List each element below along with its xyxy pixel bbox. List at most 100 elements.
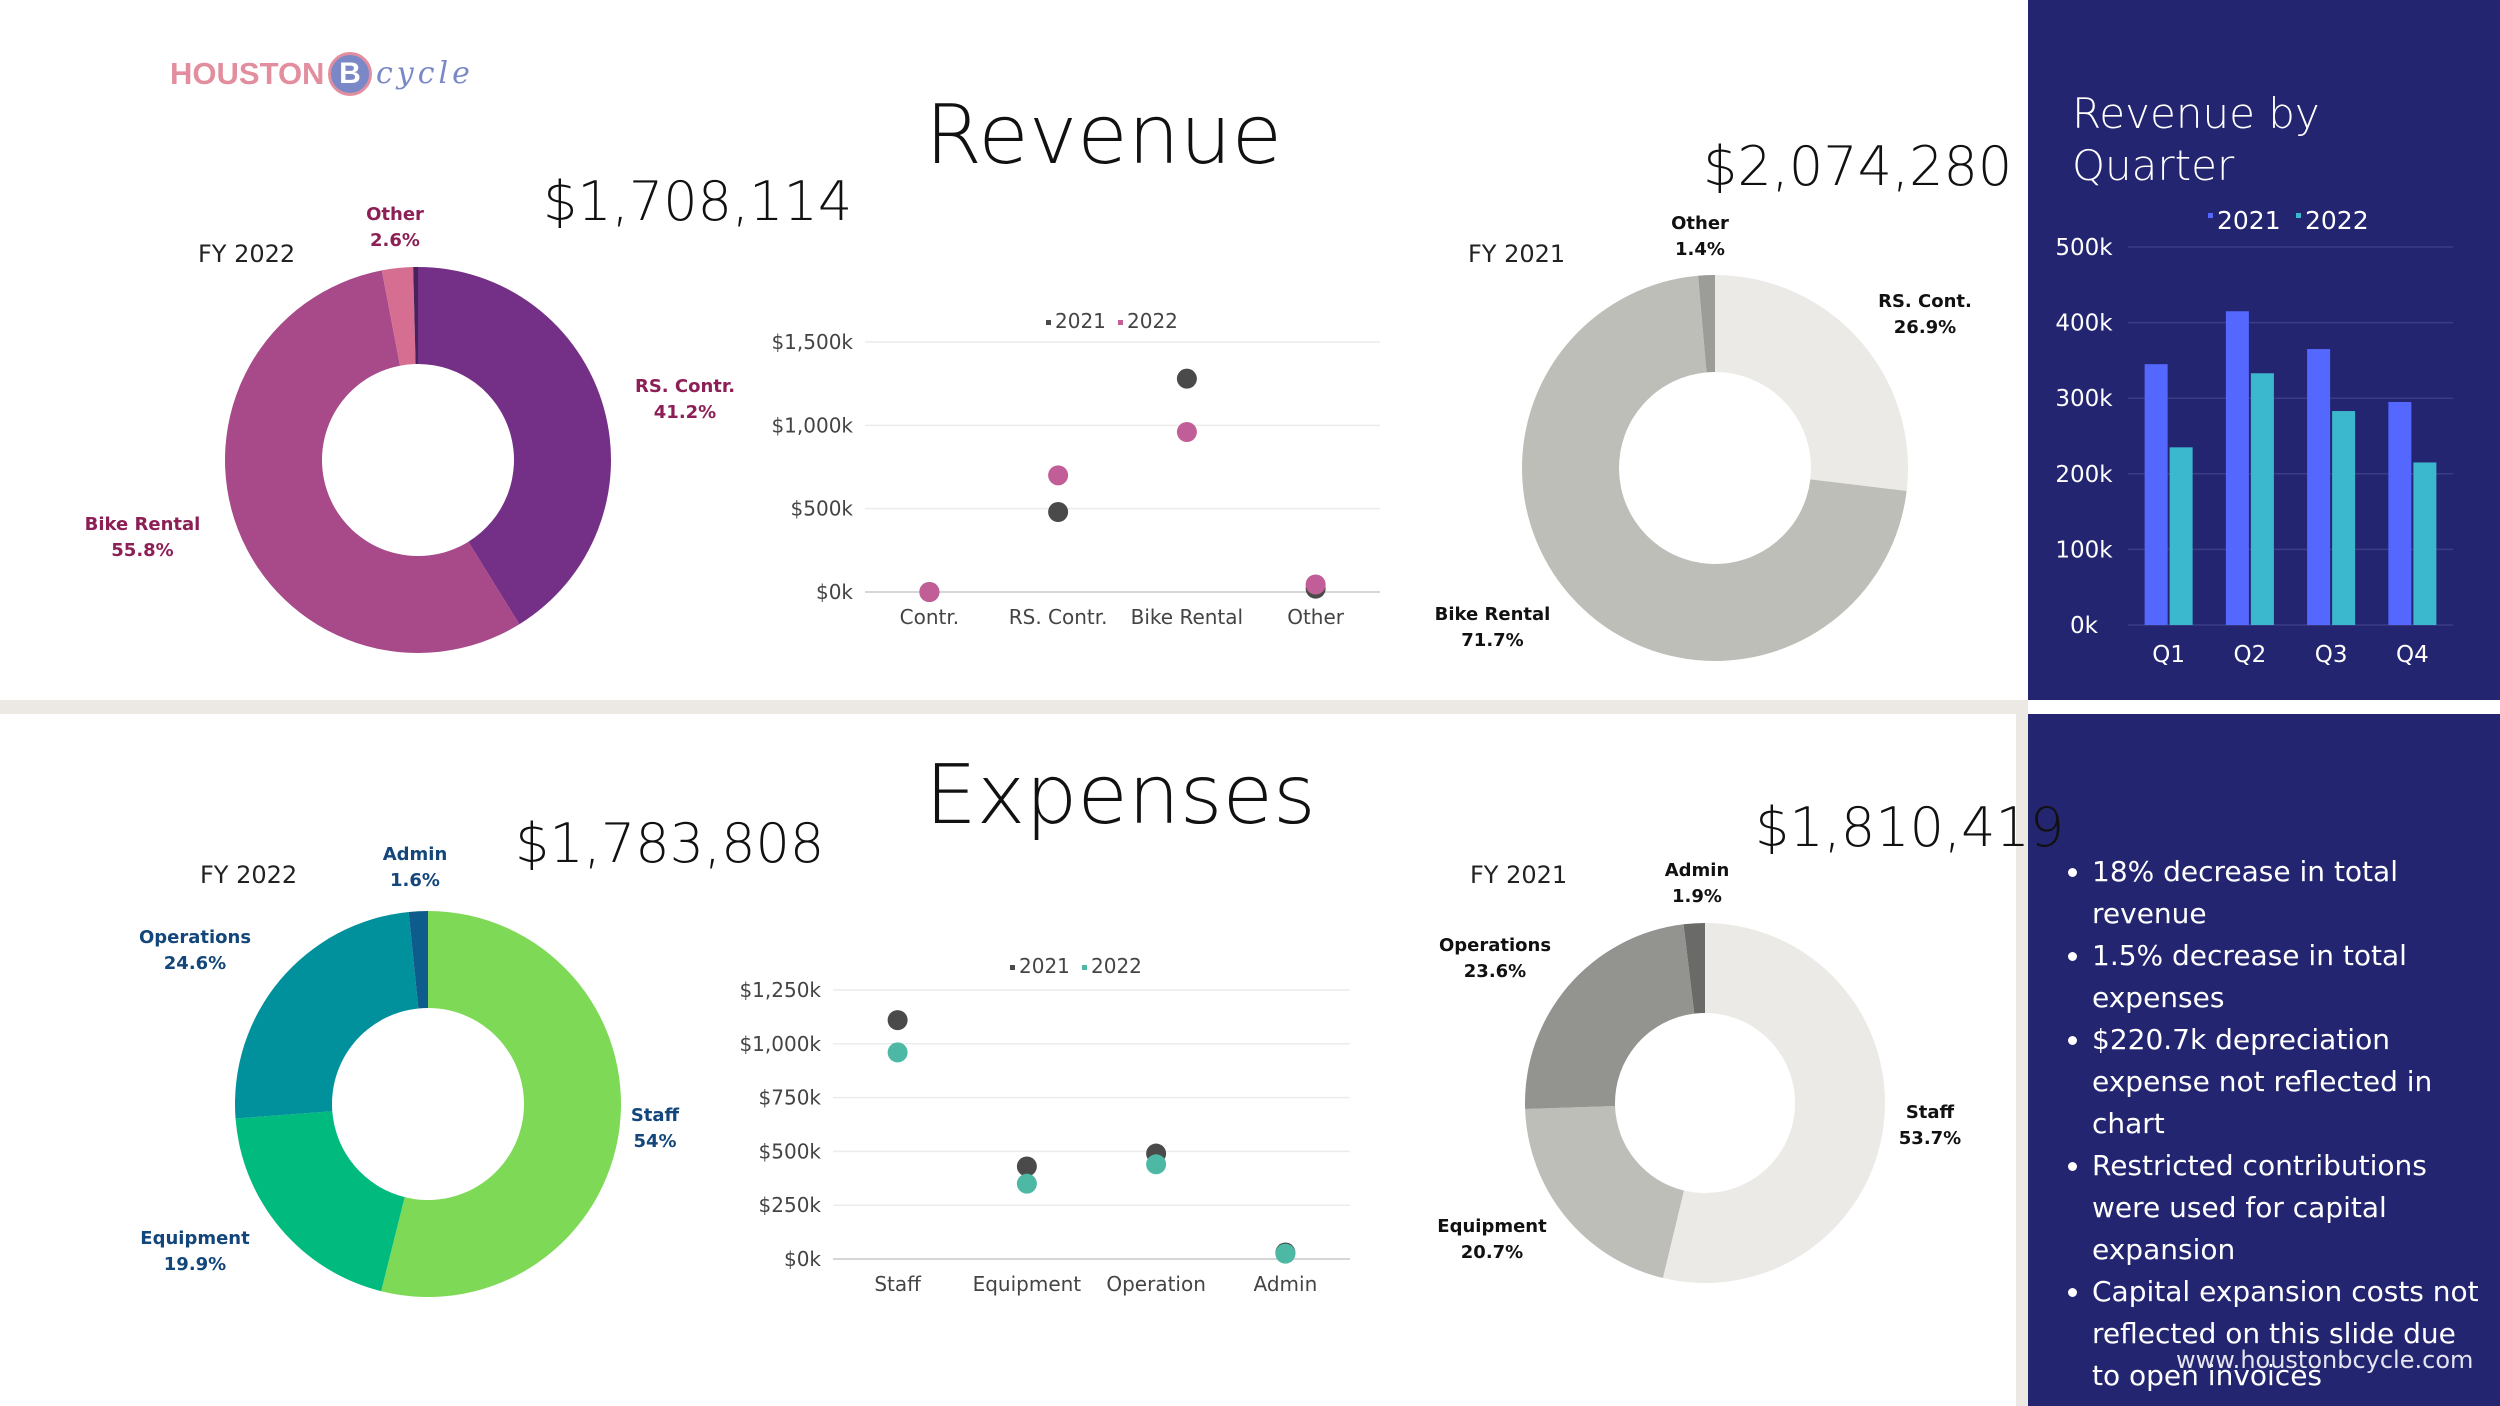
exp22-equipment-pct: 19.9% — [163, 1254, 227, 1275]
rev22-slice-0 — [418, 267, 611, 625]
rev-compare-xtick: RS. Contr. — [1009, 605, 1108, 629]
exp22-admin-name: Admin — [382, 844, 448, 865]
logo: HOUSTON B cycle — [170, 52, 530, 102]
rev22-slice-2 — [381, 267, 416, 366]
exp-compare-point-2022 — [1275, 1243, 1296, 1264]
rev-compare-point-2022 — [1048, 465, 1069, 486]
exp-compare-ytick: $750k — [759, 1086, 822, 1110]
notes-list: 18% decrease in total revenue1.5% decrea… — [2058, 851, 2488, 1397]
quarter-title-line1: Revenue by — [2072, 89, 2320, 138]
quarter-bar-2022-Q4 — [2413, 462, 2437, 625]
quarter-bar-2022-Q1 — [2169, 447, 2193, 625]
rev-compare-point-2022 — [919, 582, 940, 602]
exp-compare-point-2021 — [1016, 1156, 1037, 1177]
quarter-ytick: 200k — [2055, 462, 2113, 488]
exp21-equipment-name: Equipment — [1437, 1216, 1547, 1237]
exp22-label-operations: Operations 24.6% — [125, 925, 265, 977]
website-url: www.houstonbcycle.com — [2176, 1346, 2474, 1374]
rev22-other-pct: 2.6% — [370, 230, 420, 251]
expenses-fy2022-label: FY 2022 — [200, 861, 298, 889]
rev21-rs-pct: 26.9% — [1893, 317, 1957, 338]
rev21-slice-1 — [1522, 275, 1907, 661]
expenses-fy2021-label: FY 2021 — [1470, 861, 1568, 889]
exp-compare-point-2022 — [1146, 1154, 1167, 1175]
quarter-legend-swatch — [2208, 213, 2213, 218]
exp21-equipment-pct: 20.7% — [1460, 1242, 1524, 1263]
quarter-ytick: 0k — [2070, 613, 2099, 639]
rev-compare-ytick: $1,500k — [771, 330, 853, 354]
rev22-bike-pct: 55.8% — [111, 540, 174, 561]
note-item: $220.7k depreciation expense not reflect… — [2092, 1019, 2488, 1145]
exp22-slice-0 — [381, 911, 622, 1298]
quarter-xtick: Q3 — [2315, 642, 2348, 668]
rev-compare-xtick: Bike Rental — [1131, 605, 1243, 629]
logo-b-badge: B — [328, 52, 372, 96]
exp-compare-ytick: $1,250k — [739, 978, 821, 1002]
rev-compare-ytick: $500k — [791, 497, 854, 521]
quarter-ytick: 400k — [2055, 311, 2113, 337]
rev21-label-other: Other 1.4% — [1660, 211, 1740, 263]
logo-script: cycle — [376, 56, 474, 91]
notes-panel — [2028, 714, 2500, 1406]
rev21-label-rs: RS. Cont. 26.9% — [1870, 289, 1980, 341]
exp-compare-point-2022 — [1016, 1173, 1037, 1194]
note-item: Capital expansion costs not reflected on… — [2092, 1271, 2488, 1397]
quarter-title-line2: Quarter — [2072, 141, 2235, 190]
revenue-title: Revenue — [925, 88, 1283, 183]
exp-compare-ytick: $250k — [759, 1193, 822, 1217]
quarter-bar-2021-Q4 — [2388, 401, 2412, 625]
exp22-admin-pct: 1.6% — [390, 870, 440, 891]
exp22-slice-3 — [408, 911, 428, 1009]
rev21-rs-name: RS. Cont. — [1878, 291, 1972, 312]
rev-compare-xtick: Contr. — [900, 605, 959, 629]
note-item: 1.5% decrease in total expenses — [2092, 935, 2488, 1019]
exp22-label-staff: Staff 54% — [615, 1103, 695, 1155]
revenue-fy2021-label: FY 2021 — [1468, 240, 1566, 268]
exp21-staff-name: Staff — [1905, 1102, 1955, 1123]
exp-compare-legend-swatch — [1010, 965, 1015, 970]
section-divider-vertical — [2016, 700, 2028, 1406]
rev-compare-point-2022 — [1305, 574, 1326, 595]
rev22-bike-name: Bike Rental — [84, 514, 201, 535]
quarter-ytick: 300k — [2055, 386, 2113, 412]
logo-text: HOUSTON — [170, 56, 325, 91]
exp21-label-operations: Operations 23.6% — [1425, 933, 1565, 985]
rev-compare-point-2021 — [1048, 502, 1069, 522]
expenses-fy2021-total: $1,810,419 — [1755, 796, 2065, 859]
exp22-staff-pct: 54% — [633, 1131, 677, 1152]
rev22-label-rs: RS. Contr. 41.2% — [630, 374, 740, 426]
rev-compare-legend-swatch — [1046, 320, 1051, 325]
expenses-fy2022-total: $1,783,808 — [515, 812, 825, 875]
rev22-slice-1 — [224, 270, 520, 653]
rev-compare-ytick: $1,000k — [771, 413, 853, 437]
quarter-ytick: 100k — [2055, 537, 2113, 563]
rev21-bike-name: Bike Rental — [1434, 604, 1551, 625]
exp22-label-equipment: Equipment 19.9% — [125, 1226, 265, 1278]
exp22-label-admin: Admin 1.6% — [370, 842, 460, 894]
exp21-operations-name: Operations — [1438, 935, 1552, 956]
exp-compare-xtick: Admin — [1254, 1272, 1318, 1296]
exp22-slice-2 — [235, 911, 419, 1119]
rev21-label-bike: Bike Rental 71.7% — [1425, 602, 1560, 654]
exp21-admin-pct: 1.9% — [1672, 886, 1722, 907]
rev22-slice-3 — [413, 267, 418, 365]
quarter-bar-2021-Q1 — [2144, 364, 2168, 625]
rev-compare-point-2022 — [1176, 422, 1197, 442]
exp-compare-xtick: Staff — [874, 1272, 922, 1296]
exp-compare-legend-swatch — [1082, 965, 1087, 970]
rev22-rs-name: RS. Contr. — [634, 376, 736, 397]
rev21-other-pct: 1.4% — [1675, 239, 1725, 260]
expenses-title: Expenses — [925, 748, 1316, 843]
quarter-xtick: Q1 — [2152, 642, 2185, 668]
section-divider — [0, 700, 2028, 714]
exp-compare-ytick: $1,000k — [739, 1032, 821, 1056]
exp21-slice-1 — [1525, 1105, 1684, 1279]
quarter-legend-2022: 2022 — [2305, 206, 2369, 235]
quarter-bar-2022-Q2 — [2250, 373, 2274, 625]
exp-compare-ytick: $0k — [784, 1247, 821, 1271]
exp-compare-ytick: $500k — [759, 1139, 822, 1163]
rev21-slice-0 — [1715, 275, 1908, 491]
exp21-label-admin: Admin 1.9% — [1652, 858, 1742, 910]
quarter-bar-chart: 0k 100k 200k 300k 400k 500k Q1 Q2 Q3 Q4 2021 2022 — [2055, 206, 2453, 668]
note-item: 18% decrease in total revenue — [2092, 851, 2488, 935]
